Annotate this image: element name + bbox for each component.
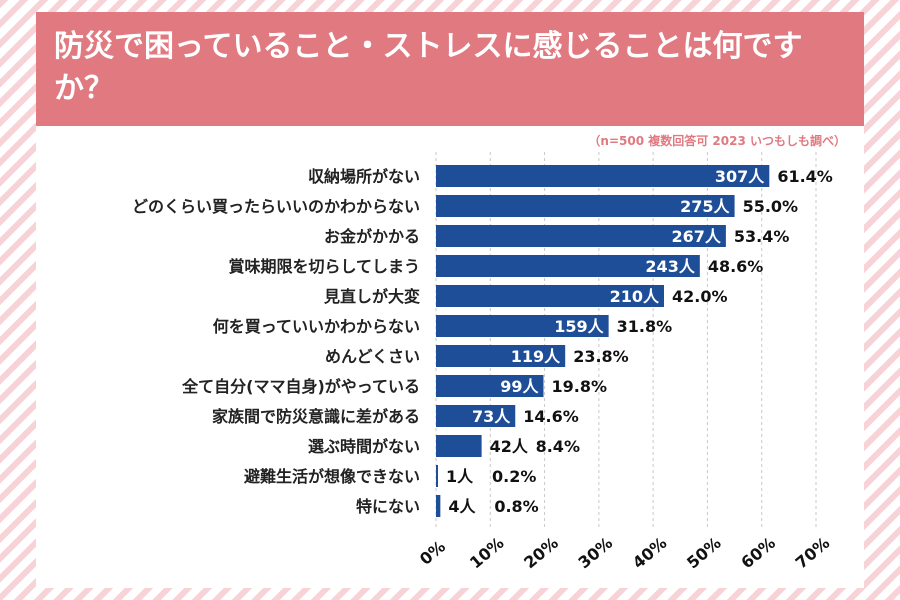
- category-label: めんどくさい: [325, 347, 420, 366]
- page-title: 防災で困っていること・ストレスに感じることは何ですか？: [54, 29, 803, 106]
- category-label: お金がかかる: [324, 227, 420, 246]
- bar: [436, 315, 609, 337]
- category-label: どのくらい買ったらいいのかわからない: [132, 197, 420, 216]
- x-tick-label: 10%: [466, 533, 508, 572]
- x-tick-label: 30%: [575, 533, 617, 572]
- x-tick-label: 40%: [629, 533, 671, 572]
- bar: [436, 345, 566, 367]
- percent-label: 53.4%: [734, 227, 790, 246]
- category-label: 賞味期限を切らしてしまう: [228, 257, 420, 276]
- bar: [436, 165, 770, 187]
- count-label: 119人: [511, 347, 561, 366]
- percent-label: 55.0%: [743, 197, 799, 216]
- bar: [436, 465, 438, 487]
- bar: [436, 225, 726, 247]
- bar: [436, 435, 482, 457]
- bar: [436, 285, 664, 307]
- bar: [436, 255, 700, 277]
- bar: [436, 375, 544, 397]
- count-label: 275人: [680, 197, 730, 216]
- count-label: 99人: [500, 377, 539, 396]
- percent-label: 42.0%: [672, 287, 728, 306]
- count-label: 267人: [671, 227, 721, 246]
- category-label: 家族間で防災意識に差がある: [212, 407, 420, 426]
- percent-label: 0.2%: [492, 467, 536, 486]
- count-label: 159人: [554, 317, 604, 336]
- percent-label: 19.8%: [551, 377, 607, 396]
- count-label: 1人: [446, 467, 474, 486]
- survey-note: （n=500 複数回答可 2023 いつもしも調べ）: [588, 134, 846, 148]
- bar: [436, 495, 441, 517]
- x-tick-label: 50%: [683, 533, 725, 572]
- category-label: 見直しが大変: [323, 287, 420, 306]
- percent-label: 23.8%: [573, 347, 629, 366]
- category-label: 選ぶ時間がない: [308, 437, 420, 456]
- count-label: 307人: [715, 167, 765, 186]
- count-label: 42人: [490, 437, 529, 456]
- category-label: 全て自分(ママ自身)がやっている: [181, 377, 420, 396]
- category-label: 特にない: [356, 497, 420, 516]
- bar: [436, 405, 516, 427]
- bar: [436, 195, 735, 217]
- percent-label: 0.8%: [494, 497, 538, 516]
- percent-label: 14.6%: [523, 407, 579, 426]
- x-tick-label: 0%: [416, 537, 449, 569]
- count-label: 210人: [610, 287, 660, 306]
- x-tick-label: 70%: [792, 533, 834, 572]
- count-label: 243人: [645, 257, 695, 276]
- x-tick-label: 20%: [520, 533, 562, 572]
- percent-label: 48.6%: [708, 257, 764, 276]
- percent-label: 31.8%: [617, 317, 673, 336]
- chart-card: 防災で困っていること・ストレスに感じることは何ですか？ （n=500 複数回答可…: [36, 12, 864, 588]
- title-bar: 防災で困っていること・ストレスに感じることは何ですか？: [36, 12, 864, 126]
- percent-label: 8.4%: [536, 437, 580, 456]
- x-tick-label: 60%: [737, 533, 779, 572]
- percent-label: 61.4%: [777, 167, 833, 186]
- category-label: 何を買っていいかわからない: [213, 317, 420, 336]
- category-label: 避難生活が想像できない: [244, 467, 420, 486]
- category-label: 収納場所がない: [308, 167, 420, 186]
- count-label: 73人: [472, 407, 511, 426]
- bar-chart: 収納場所がない 307人 61.4% どのくらい買ったらいいのかわからない 275人 55…: [132, 152, 834, 572]
- count-label: 4人: [448, 497, 476, 516]
